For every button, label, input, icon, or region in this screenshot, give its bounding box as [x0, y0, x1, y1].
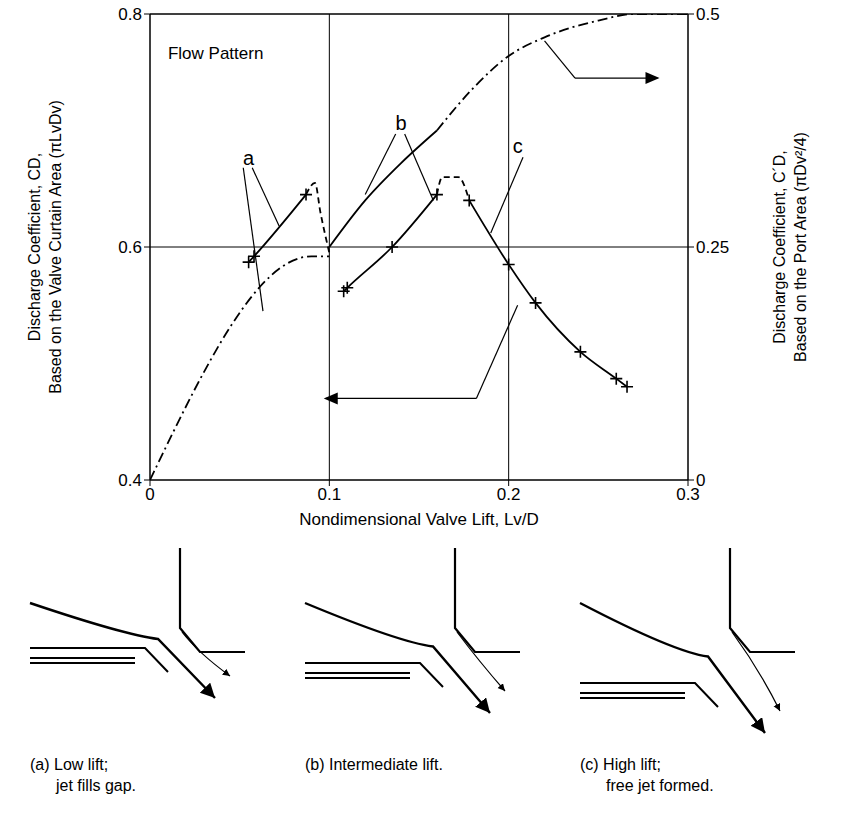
svg-text:0.8: 0.8	[118, 5, 142, 24]
svg-text:a: a	[243, 147, 255, 169]
html-text:Discharge Coefficient, CD,: Discharge Coefficient, CD,	[26, 152, 43, 342]
svg-text:b: b	[396, 112, 407, 134]
svg-text:free jet formed.: free jet formed.	[606, 777, 714, 794]
svg-text:0: 0	[145, 485, 154, 504]
svg-text:(b) Intermediate lift.: (b) Intermediate lift.	[305, 756, 443, 773]
html-text:Based on the Port Area (πDv²/4: Based on the Port Area (πDv²/4)	[792, 132, 809, 362]
svg-text:0.1: 0.1	[318, 485, 342, 504]
html-text:Nondimensional Valve Lift, Lv/: Nondimensional Valve Lift, Lv/D	[299, 510, 539, 529]
svg-text:(a) Low lift;: (a) Low lift;	[30, 756, 108, 773]
svg-text:Flow Pattern: Flow Pattern	[168, 44, 263, 63]
svg-text:jet fills gap.: jet fills gap.	[55, 777, 136, 794]
svg-text:c: c	[513, 135, 523, 157]
svg-text:0.25: 0.25	[696, 238, 729, 257]
svg-text:(c) High lift;: (c) High lift;	[580, 756, 661, 773]
svg-text:0.5: 0.5	[696, 5, 720, 24]
svg-text:0.4: 0.4	[118, 471, 142, 490]
svg-text:0.2: 0.2	[497, 485, 521, 504]
svg-text:0.6: 0.6	[118, 238, 142, 257]
svg-text:0: 0	[696, 471, 705, 490]
html-text:Discharge Coefficient, C´D,: Discharge Coefficient, C´D,	[771, 150, 788, 344]
svg-text:0.3: 0.3	[676, 485, 700, 505]
html-text:Based on the Valve Curtain Are: Based on the Valve Curtain Area (πLvDv)	[47, 100, 64, 394]
